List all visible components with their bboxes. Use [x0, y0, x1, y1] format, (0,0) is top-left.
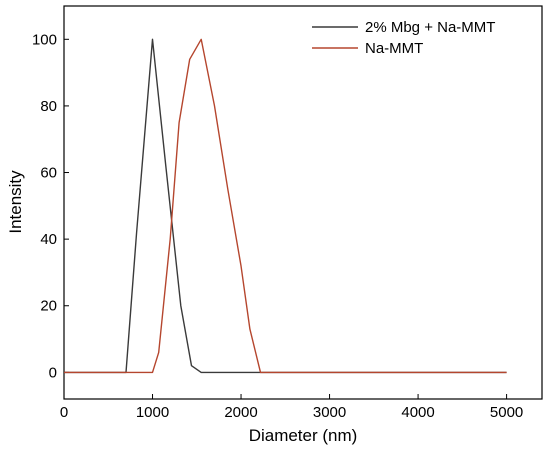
x-tick-label: 3000 — [313, 404, 346, 421]
x-tick-label: 0 — [60, 404, 68, 421]
y-tick-label: 100 — [32, 31, 57, 48]
y-tick-label: 0 — [49, 364, 57, 381]
x-tick-label: 2000 — [224, 404, 257, 421]
legend-label-series-1: 2% Mbg + Na-MMT — [365, 19, 495, 36]
x-axis-ticks: 0 1000 2000 3000 4000 5000 — [60, 394, 523, 421]
plot-area-border — [63, 5, 543, 400]
legend-label-series-2: Na-MMT — [365, 40, 423, 57]
y-tick-label: 60 — [40, 165, 57, 182]
x-tick-label: 5000 — [490, 404, 523, 421]
y-tick-label: 80 — [40, 98, 57, 115]
x-axis-label: Diameter (nm) — [249, 426, 358, 445]
plot-frame — [63, 5, 543, 400]
legend: 2% Mbg + Na-MMT Na-MMT — [312, 19, 495, 57]
x-tick-label: 4000 — [401, 404, 434, 421]
y-tick-label: 20 — [40, 298, 57, 315]
series-layer — [64, 38, 507, 374]
y-tick-label: 40 — [40, 231, 57, 248]
series-line-2 — [64, 38, 507, 374]
y-axis-label: Intensity — [6, 170, 25, 234]
series-line-1 — [64, 38, 507, 374]
x-tick-label: 1000 — [136, 404, 169, 421]
y-axis-ticks: 0 20 40 60 80 100 — [32, 31, 69, 381]
